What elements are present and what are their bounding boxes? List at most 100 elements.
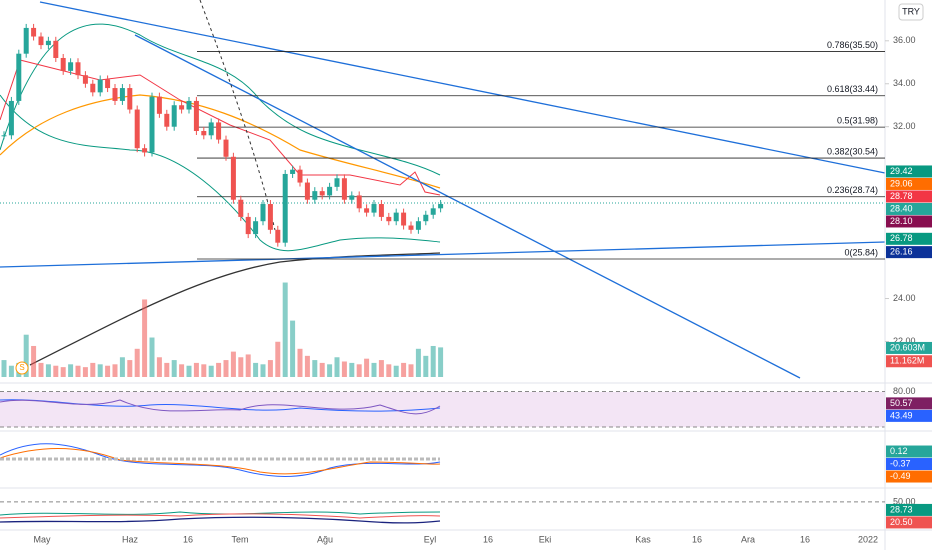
price-tag-label: 50.57 — [890, 398, 913, 408]
volume-bar — [75, 365, 81, 377]
fib-label: 0.5(31.98) — [837, 116, 878, 126]
candle — [1, 135, 7, 137]
volume-bar — [186, 365, 192, 377]
currency[interactable]: TRY — [902, 6, 920, 16]
candle — [60, 57, 66, 71]
baseline — [0, 59, 441, 196]
volume-bar — [253, 362, 259, 377]
volume-bar — [438, 347, 444, 377]
volume-bar — [386, 364, 392, 377]
volume-bar — [415, 348, 421, 377]
x-tick-label: 2022 — [858, 534, 878, 544]
volume-bar — [171, 360, 177, 377]
volume-bar — [38, 362, 44, 377]
price-tag-label: 28.40 — [890, 203, 913, 213]
candle — [31, 27, 37, 37]
candle — [164, 113, 170, 127]
candle — [378, 204, 384, 217]
volume-bar — [378, 360, 384, 377]
y-tick-label: 50.00 — [893, 496, 916, 506]
adx-line — [0, 516, 441, 524]
indicators — [0, 0, 886, 524]
candle — [393, 212, 399, 222]
volume-bar — [423, 355, 429, 377]
candle — [8, 100, 14, 136]
rsi-band — [0, 392, 885, 427]
volume-bar — [68, 364, 74, 377]
x-tick-label: 16 — [183, 534, 193, 544]
fib-label: 0.786(35.50) — [827, 40, 878, 50]
volume-bar — [45, 364, 51, 377]
main: 36.00 34.00 32.00 24.00 22.00 0.786(35.50) 0.6… — [0, 23, 932, 544]
candle — [275, 229, 281, 243]
trend-line — [0, 241, 886, 268]
trend-line — [39, 1, 886, 174]
fib-label: 0.382(30.54) — [827, 146, 878, 156]
candle — [238, 199, 244, 217]
volume-bar — [82, 367, 88, 377]
dashed-curve — [199, 0, 276, 231]
candle — [319, 191, 325, 196]
x-tick-label: Kas — [635, 534, 651, 544]
volume-bar — [401, 362, 407, 377]
volume-bar — [312, 360, 318, 377]
price-tag-label: 29.42 — [890, 166, 913, 176]
volume-bar — [149, 337, 155, 377]
candle — [156, 96, 162, 114]
volume-bar — [430, 345, 436, 377]
candle — [171, 105, 177, 127]
candle — [119, 88, 125, 101]
rsi-line — [0, 399, 441, 415]
candle — [97, 79, 103, 93]
volume-bar — [90, 362, 96, 377]
x-tick-label: Tem — [231, 534, 248, 544]
candle — [208, 122, 214, 136]
price-tag-label: 0.12 — [890, 446, 908, 456]
candle — [245, 216, 251, 235]
volume-bar — [208, 365, 214, 377]
volume-bar — [408, 364, 414, 377]
price-tag — [886, 397, 932, 410]
candle — [68, 62, 74, 71]
price-tag-label: 26.78 — [890, 233, 913, 243]
candle — [75, 62, 81, 76]
x-tick-label: 16 — [800, 534, 810, 544]
volume-bar — [119, 357, 125, 377]
macd-line — [0, 443, 441, 477]
volume-bar — [393, 365, 399, 377]
price-tag — [886, 341, 932, 354]
price-tag-label: 29.06 — [890, 178, 913, 188]
volume-bar — [142, 299, 148, 377]
volume-bar — [134, 348, 140, 377]
y-tick-label: 34.00 — [893, 78, 916, 88]
volume-bar — [275, 341, 281, 377]
price-tag — [886, 246, 932, 259]
price-tag-label: -0.49 — [890, 471, 911, 481]
trend-line — [134, 34, 801, 379]
candle — [312, 191, 318, 200]
volume-bar — [53, 365, 59, 377]
price-tag — [886, 165, 932, 178]
candle — [149, 96, 155, 153]
candle — [364, 208, 370, 213]
candle — [267, 204, 273, 230]
volume-bar — [260, 364, 266, 377]
x-tick-label: Ara — [741, 534, 755, 544]
volume-bar — [223, 360, 229, 377]
fib-label: 0(25.84) — [844, 247, 878, 257]
candle — [16, 53, 22, 101]
candle — [186, 100, 192, 110]
volume-bar — [201, 364, 207, 377]
x-tick-label: 16 — [692, 534, 702, 544]
candle — [142, 148, 148, 153]
candle — [341, 178, 347, 200]
price-tag — [886, 458, 932, 471]
volume-bar — [356, 364, 362, 377]
volume-bar — [230, 351, 236, 377]
price-tag — [886, 215, 932, 228]
price-tag-label: 11.162M — [890, 356, 924, 366]
currency-box[interactable] — [898, 3, 924, 21]
price-tag — [886, 202, 932, 215]
volume-bar — [105, 365, 111, 377]
